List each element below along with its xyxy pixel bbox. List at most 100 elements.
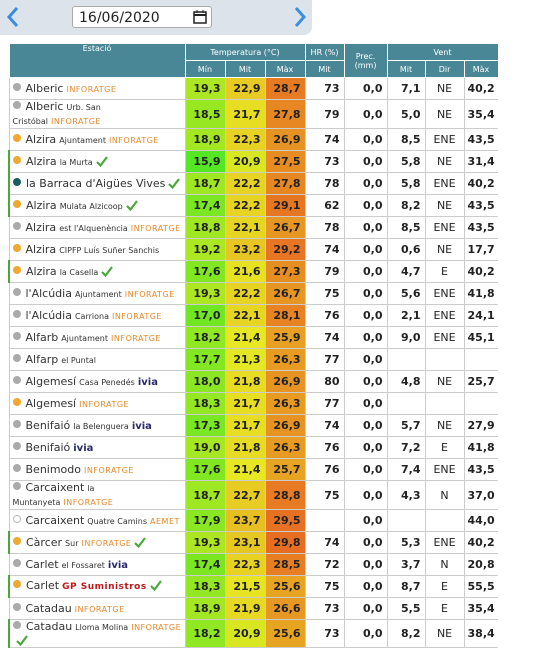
station-row: Alberic Urb. San Cristóbal INFORATGE 18,5 21… — [8, 99, 498, 129]
station-cell[interactable]: l'Alcúdia Carriona INFORATGE — [8, 304, 186, 327]
wmit-cell: 8,5 — [386, 216, 426, 239]
verified-icon — [101, 265, 114, 277]
station-cell[interactable]: Alzira Mulata Alzicoop — [8, 194, 186, 217]
station-cell[interactable]: Carcaixent Quatre Camins AEMET — [8, 509, 186, 532]
dir-cell: NE — [424, 370, 465, 393]
station-cell[interactable]: Catadau INFORATGE — [8, 597, 186, 620]
station-cell[interactable]: Algemesí Casa Penedés ivia — [8, 370, 186, 393]
station-row: l'Alcúdia Ajuntament INFORATGE 19,3 22,2 26,7… — [8, 282, 498, 305]
date-input[interactable]: 16/06/2020 — [72, 6, 212, 28]
station-cell[interactable]: Carlet el Fossaret ivia — [8, 553, 186, 576]
hr-cell: 72 — [304, 553, 345, 576]
station-source: INFORATGE — [74, 604, 125, 614]
sub-header[interactable]: Mit — [304, 60, 345, 78]
prec-cell: 0,0 — [343, 348, 388, 371]
sub-header[interactable]: Mín — [184, 60, 226, 78]
prec-cell: 0,0 — [343, 304, 388, 327]
temp-max: 26,6 — [264, 597, 306, 620]
station-row: Alzira la Murta 15,9 20,9 27,5 73 0,0 5,8 NE 31,4 — [8, 150, 498, 173]
station-place: la Murta — [59, 157, 93, 167]
temp-mit: 23,7 — [224, 509, 266, 532]
wmit-cell: 5,5 — [386, 597, 426, 620]
station-cell[interactable]: Alzira CIPFP Luís Suñer Sanchis — [8, 238, 186, 261]
verified-icon — [149, 580, 162, 592]
prec-cell: 0,0 — [343, 216, 388, 239]
temp-mit: 21,5 — [224, 575, 266, 598]
station-cell[interactable]: Benifaió ivia — [8, 436, 186, 459]
station-cell[interactable]: Carlet GP Suministros — [8, 575, 186, 598]
dir-cell: E — [424, 597, 465, 620]
temp-min: 18,5 — [184, 99, 226, 129]
wmax-cell: 24,1 — [463, 304, 498, 327]
hr-cell: 75 — [304, 282, 345, 305]
station-cell[interactable]: Càrcer Sur INFORATGE — [8, 531, 186, 554]
temp-max: 26,3 — [264, 348, 306, 371]
station-cell[interactable]: Catadau Lloma Molina INFORATGE — [8, 619, 186, 648]
station-cell[interactable]: Alzira est l'Alquenència INFORATGE — [8, 216, 186, 239]
station-place: est l'Alquenència — [59, 223, 128, 233]
station-cell[interactable]: Alfarb Ajuntament INFORATGE — [8, 326, 186, 349]
prec-cell: 0,0 — [343, 480, 388, 510]
station-source: INFORATGE — [84, 465, 134, 475]
station-cell[interactable]: Carcaixent la Muntanyeta INFORATGE — [8, 480, 186, 510]
station-cell[interactable]: la Barraca d'Aigües Vives — [8, 172, 186, 195]
prev-day[interactable] — [6, 6, 20, 28]
wmit-cell: 5,7 — [386, 414, 426, 437]
hr-cell: 73 — [304, 150, 345, 173]
station-dot — [12, 463, 21, 472]
station-cell[interactable]: Alfarp el Puntal — [8, 348, 186, 371]
hr-cell: 79 — [304, 99, 345, 129]
station-name: Alzira — [25, 132, 57, 146]
station-dot — [12, 82, 21, 91]
wmax-cell: 35,4 — [463, 99, 498, 129]
temp-min: 18,8 — [184, 216, 226, 239]
station-cell[interactable]: Alzira Ajuntament INFORATGE — [8, 128, 186, 151]
temp-min: 19,0 — [184, 436, 226, 459]
sub-header[interactable]: Màx — [264, 60, 306, 78]
station-source: ivia — [107, 559, 129, 571]
prec-cell: 0,0 — [343, 194, 388, 217]
wmit-cell: 5,3 — [386, 531, 426, 554]
station-cell[interactable]: Benimodo INFORATGE — [8, 458, 186, 481]
station-cell[interactable]: Alzira la Murta — [8, 150, 186, 173]
col-header[interactable]: Estació — [8, 43, 186, 78]
wmax-cell: 40,2 — [463, 172, 498, 195]
station-row: Alzira CIPFP Luís Suñer Sanchis 19,2 23,2 29… — [8, 238, 498, 261]
next-day[interactable] — [293, 6, 307, 28]
wmax-cell: 31,4 — [463, 150, 498, 173]
dir-cell: E — [424, 260, 465, 283]
station-dot — [12, 309, 21, 318]
station-cell[interactable]: l'Alcúdia Ajuntament INFORATGE — [8, 282, 186, 305]
station-cell[interactable]: Alzira la Casella — [8, 260, 186, 283]
prec-cell: 0,0 — [343, 326, 388, 349]
station-name: Carlet — [25, 557, 59, 571]
station-row: Catadau INFORATGE 18,9 21,9 26,6 73 0,0 5,5 E 35,… — [8, 597, 498, 620]
sub-header[interactable]: Màx — [463, 60, 498, 78]
sub-header[interactable]: Dir — [424, 60, 465, 78]
temp-min: 18,7 — [184, 172, 226, 195]
temp-max: 29,1 — [264, 194, 306, 217]
station-cell[interactable]: Alberic Urb. San Cristóbal INFORATGE — [8, 99, 186, 129]
station-place: Casa Penedés — [79, 377, 135, 387]
station-source: INFORATGE — [81, 538, 132, 548]
sub-header[interactable]: Mit — [386, 60, 426, 78]
station-cell[interactable]: Algemesí INFORATGE — [8, 392, 186, 415]
station-cell[interactable]: Benifaió la Belenguera ivia — [8, 414, 186, 437]
station-dot — [12, 331, 21, 340]
calendar-icon[interactable] — [193, 10, 207, 24]
temp-mit: 23,1 — [224, 531, 266, 554]
station-row: Algemesí INFORATGE 18,3 21,7 26,3 77 0,0 — [8, 392, 498, 415]
station-cell[interactable]: Alberic INFORATGE — [8, 77, 186, 100]
sub-header[interactable]: Mit — [224, 60, 266, 78]
wmax-cell: 38,4 — [463, 619, 498, 648]
station-source: INFORATGE — [108, 135, 159, 145]
temp-max: 26,9 — [264, 414, 306, 437]
station-name: Algemesí — [25, 374, 77, 388]
dir-cell: ENE — [424, 326, 465, 349]
station-row: Carlet GP Suministros 18,3 21,5 25,6 75 0,0 8,7… — [8, 575, 498, 598]
station-row: Alberic INFORATGE 19,3 22,9 28,7 73 0,0 7,1 NE 40… — [8, 77, 498, 100]
temp-max: 28,5 — [264, 553, 306, 576]
station-name: Benifaió — [25, 418, 71, 432]
prec-cell: 0,0 — [343, 414, 388, 437]
station-name: Carlet — [26, 579, 60, 592]
